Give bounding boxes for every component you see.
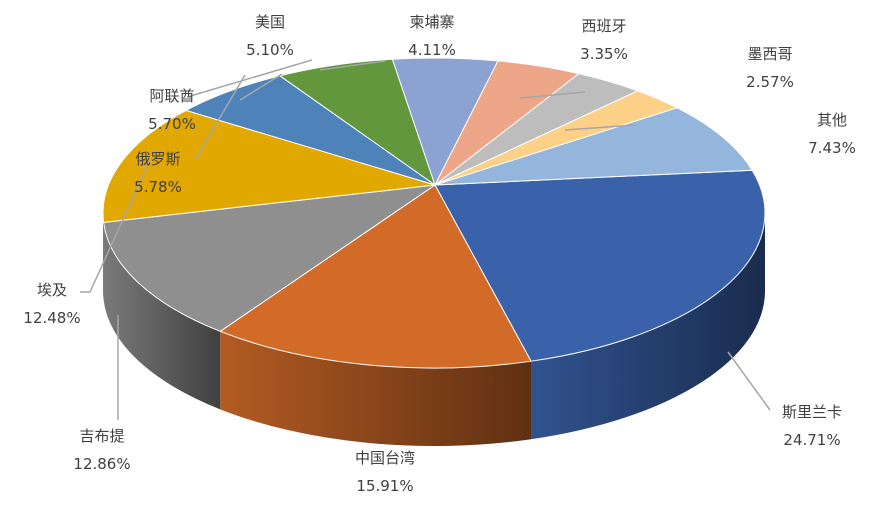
slice-side-1 [220,331,532,446]
leader-line-egypt [80,159,151,293]
label-mexico: 墨西哥 2.57% [746,45,794,91]
label-other: 其他 7.43% [808,111,856,157]
slice-10 [434,107,754,186]
slice-0 [434,169,766,362]
slice-3 [102,109,436,223]
slice-side-0 [531,213,765,440]
leader-line-russia [194,74,246,161]
label-djibouti: 吉布提 12.86% [73,427,131,473]
leader-line-other [564,124,636,131]
label-spain: 西班牙 3.35% [580,17,628,63]
label-egypt: 埃及 12.48% [23,281,81,327]
label-taiwan: 中国台湾 15.91% [354,449,416,495]
label-sri-lanka: 斯里兰卡 24.71% [781,403,843,449]
leader-line-sri-lanka [727,351,771,411]
slice-1 [219,184,532,369]
leader-line-mexico [519,91,586,99]
leader-line-usa [239,73,283,101]
slice-2 [103,184,436,332]
slice-side-3 [103,213,104,301]
leader-line-cambodia [319,60,386,71]
label-russia: 俄罗斯 5.78% [134,150,182,196]
label-usa: 美国 5.10% [246,13,294,59]
label-uae: 阿联酋 5.70% [148,87,196,133]
label-cambodia: 柬埔寨 4.11% [408,13,456,59]
leader-line-uae [186,59,313,98]
slice-side-2 [103,222,221,410]
